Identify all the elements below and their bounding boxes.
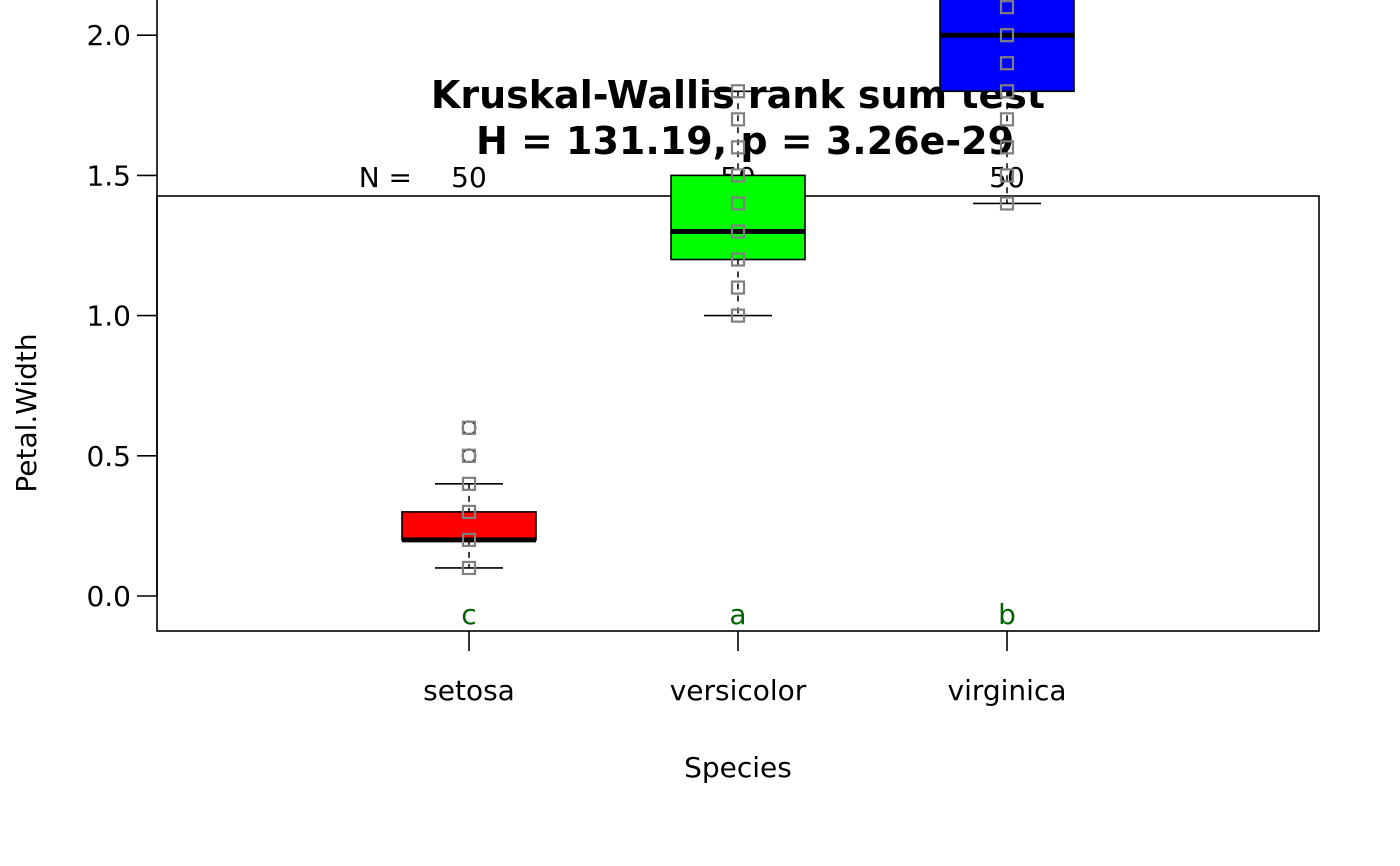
x-tick-label: setosa [423, 674, 515, 707]
y-tick-label: 2.0 [86, 19, 131, 52]
group-letter: b [998, 598, 1016, 631]
box-group-setosa: 50 c [402, 161, 536, 631]
n-prefix-label: N = [359, 161, 412, 194]
n-count-label: 50 [451, 161, 487, 194]
x-axis: setosa versicolor virginica [423, 631, 1066, 707]
outlier-point [463, 421, 476, 434]
x-axis-label: Species [684, 751, 792, 784]
y-tick-label: 0.5 [86, 440, 131, 473]
x-tick-label: virginica [948, 674, 1067, 707]
y-axis-label: Petal.Width [10, 333, 43, 492]
outlier-point [463, 449, 476, 462]
x-tick-label: versicolor [670, 674, 807, 707]
box-group-versicolor: 50a [671, 85, 805, 631]
y-axis: 0.00.51.01.52.02.5 [86, 0, 157, 613]
y-tick-label: 1.0 [86, 300, 131, 333]
y-tick-label: 1.5 [86, 159, 131, 192]
group-letter: c [461, 598, 476, 631]
group-letter: a [729, 598, 746, 631]
y-tick-label: 0.0 [86, 580, 131, 613]
box-iqr [402, 512, 536, 540]
box-iqr [671, 175, 805, 259]
